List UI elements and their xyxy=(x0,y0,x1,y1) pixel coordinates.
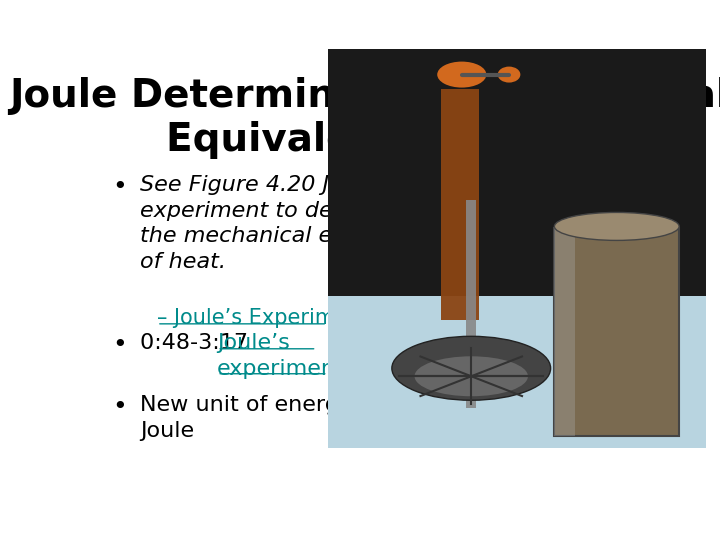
FancyBboxPatch shape xyxy=(466,200,476,408)
FancyBboxPatch shape xyxy=(441,89,479,320)
Text: New unit of energy= the
Joule: New unit of energy= the Joule xyxy=(140,395,415,441)
Text: 0:48-3:17: 0:48-3:17 xyxy=(140,333,256,353)
Ellipse shape xyxy=(498,66,521,83)
FancyBboxPatch shape xyxy=(328,49,706,296)
Ellipse shape xyxy=(392,336,551,400)
Text: Joule Determines the Mechanical
Equivalent of Heat: Joule Determines the Mechanical Equivale… xyxy=(9,77,720,159)
Ellipse shape xyxy=(554,212,679,240)
Text: – Joule’s Experiment: – Joule’s Experiment xyxy=(157,308,369,328)
Ellipse shape xyxy=(437,62,487,87)
Text: •: • xyxy=(112,333,127,357)
Text: •: • xyxy=(112,395,127,420)
Text: •: • xyxy=(112,175,127,199)
FancyBboxPatch shape xyxy=(554,228,679,436)
Ellipse shape xyxy=(415,356,528,396)
FancyBboxPatch shape xyxy=(554,228,575,436)
Text: See Figure 4.20 Joule’s
experiment to determine
the mechanical equivalent
of hea: See Figure 4.20 Joule’s experiment to de… xyxy=(140,175,436,272)
FancyBboxPatch shape xyxy=(328,296,706,448)
Text: Joule’s
experiment: Joule’s experiment xyxy=(217,333,345,379)
